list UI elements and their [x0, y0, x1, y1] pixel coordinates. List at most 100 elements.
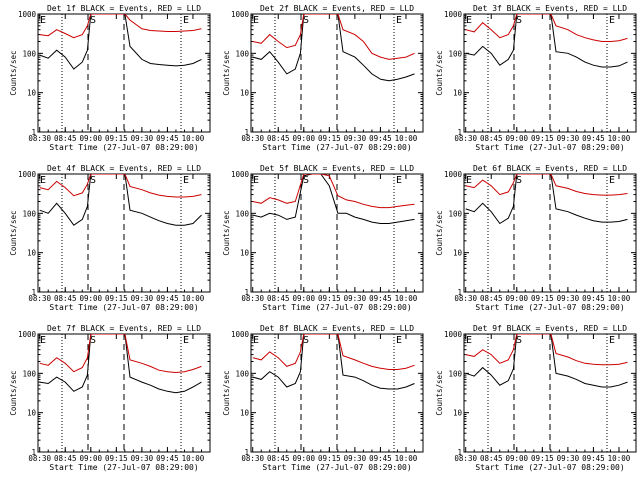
- y-tick-label: 1: [31, 448, 36, 457]
- series-lld-line: [252, 174, 415, 209]
- y-tick-label: 1: [457, 448, 462, 457]
- series-events-line: [465, 334, 628, 388]
- x-tick-label: 08:45: [480, 294, 503, 303]
- x-tick-label: 10:00: [395, 134, 418, 143]
- x-tick-label: 08:45: [54, 294, 77, 303]
- x-tick-label: 09:30: [131, 294, 154, 303]
- x-tick-label: 09:45: [582, 294, 605, 303]
- series-events-line: [252, 174, 415, 224]
- y-tick-label: 1: [457, 128, 462, 137]
- marker-label-e: E: [253, 15, 259, 26]
- x-tick-label: 08:45: [267, 134, 290, 143]
- y-tick-label: 1000: [231, 10, 250, 19]
- y-tick-label: 1000: [231, 330, 250, 339]
- x-tick-label: 08:45: [480, 454, 503, 463]
- x-tick-label: 09:00: [80, 294, 103, 303]
- x-tick-label: 10:00: [395, 294, 418, 303]
- x-tick-label: 09:15: [318, 134, 341, 143]
- marker-label-e: E: [466, 15, 472, 26]
- marker-label-s: S: [303, 175, 309, 186]
- panel-title: Det 1f BLACK = Events, RED = LLD: [47, 4, 201, 13]
- x-tick-label: 09:45: [369, 294, 392, 303]
- x-tick-label: 09:30: [344, 294, 367, 303]
- x-tick-label: 08:30: [454, 454, 477, 463]
- panel-det-9: Det 9f BLACK = Events, RED = LLD 1 10 100 10…: [435, 324, 637, 472]
- series-lld-line: [465, 334, 628, 366]
- x-tick-label: 09:30: [344, 134, 367, 143]
- x-tick-label: 09:00: [293, 454, 316, 463]
- y-tick-label: 100: [448, 369, 462, 378]
- panel-det-3: Det 3f BLACK = Events, RED = LLD 1 10 100 10…: [435, 4, 637, 152]
- x-tick-label: 09:45: [156, 294, 179, 303]
- x-axis-label: Start Time (27-Jul-07 08:29:00): [49, 303, 198, 312]
- x-tick-label: 09:00: [293, 294, 316, 303]
- y-tick-label: 10: [27, 89, 37, 98]
- series-events-line: [465, 14, 628, 68]
- x-tick-label: 08:30: [28, 454, 51, 463]
- x-tick-label: 09:30: [557, 454, 580, 463]
- marker-label-s: S: [90, 335, 96, 346]
- x-tick-label: 09:15: [318, 294, 341, 303]
- x-axis-label: Start Time (27-Jul-07 08:29:00): [49, 463, 198, 472]
- panel-det-5: Det 5f BLACK = Events, RED = LLD 1 10 100 10…: [222, 164, 424, 312]
- x-tick-label: 10:00: [608, 294, 631, 303]
- y-tick-label: 10: [453, 249, 463, 258]
- x-tick-label: 09:45: [156, 134, 179, 143]
- y-tick-label: 10: [240, 409, 250, 418]
- x-tick-label: 08:30: [241, 454, 264, 463]
- x-tick-label: 09:00: [506, 454, 529, 463]
- y-axis-label: Counts/sec: [435, 210, 444, 255]
- x-tick-label: 09:15: [531, 294, 554, 303]
- x-axis-label: Start Time (27-Jul-07 08:29:00): [262, 143, 411, 152]
- x-tick-label: 08:30: [241, 294, 264, 303]
- y-tick-label: 100: [22, 209, 36, 218]
- marker-label-e: E: [466, 175, 472, 186]
- marker-label-e: E: [609, 335, 615, 346]
- y-tick-label: 1000: [18, 170, 37, 179]
- x-tick-label: 08:30: [454, 294, 477, 303]
- x-tick-label: 08:30: [241, 134, 264, 143]
- y-tick-label: 1: [31, 288, 36, 297]
- x-tick-label: 09:00: [506, 294, 529, 303]
- y-axis-label: Counts/sec: [435, 50, 444, 95]
- x-tick-label: 08:45: [480, 134, 503, 143]
- x-tick-label: 08:30: [28, 294, 51, 303]
- panel-title: Det 2f BLACK = Events, RED = LLD: [260, 4, 414, 13]
- x-tick-label: 08:30: [454, 134, 477, 143]
- panel-title: Det 6f BLACK = Events, RED = LLD: [473, 164, 627, 173]
- panel-det-7: Det 7f BLACK = Events, RED = LLD 1 10 100 10…: [9, 324, 211, 472]
- y-tick-label: 100: [235, 369, 249, 378]
- x-tick-label: 09:45: [582, 454, 605, 463]
- y-axis-label: Counts/sec: [435, 370, 444, 415]
- y-tick-label: 1000: [444, 330, 463, 339]
- x-tick-label: 09:00: [506, 134, 529, 143]
- panel-det-6: Det 6f BLACK = Events, RED = LLD 1 10 100 10…: [435, 164, 637, 312]
- panel-title: Det 7f BLACK = Events, RED = LLD: [47, 324, 201, 333]
- x-tick-label: 09:45: [369, 134, 392, 143]
- marker-label-e: E: [466, 335, 472, 346]
- x-axis-label: Start Time (27-Jul-07 08:29:00): [475, 143, 624, 152]
- x-tick-label: 10:00: [608, 454, 631, 463]
- series-events-line: [39, 174, 202, 226]
- series-events-line: [252, 14, 415, 82]
- marker-label-e: E: [609, 175, 615, 186]
- panel-title: Det 3f BLACK = Events, RED = LLD: [473, 4, 627, 13]
- series-lld-line: [39, 14, 202, 39]
- y-tick-label: 100: [22, 369, 36, 378]
- x-tick-label: 10:00: [608, 134, 631, 143]
- y-tick-label: 100: [235, 209, 249, 218]
- marker-label-s: S: [90, 15, 96, 26]
- marker-label-e: E: [183, 335, 189, 346]
- panel-title: Det 8f BLACK = Events, RED = LLD: [260, 324, 414, 333]
- y-tick-label: 10: [27, 249, 37, 258]
- y-tick-label: 10: [453, 409, 463, 418]
- x-tick-label: 09:45: [156, 454, 179, 463]
- series-lld-line: [465, 174, 628, 196]
- series-events-line: [465, 174, 628, 225]
- panel-det-4: Det 4f BLACK = Events, RED = LLD 1 10 100 10…: [9, 164, 211, 312]
- series-events-line: [252, 334, 415, 390]
- x-tick-label: 09:00: [80, 134, 103, 143]
- y-tick-label: 1: [31, 128, 36, 137]
- y-tick-label: 100: [448, 209, 462, 218]
- series-lld-line: [252, 14, 415, 60]
